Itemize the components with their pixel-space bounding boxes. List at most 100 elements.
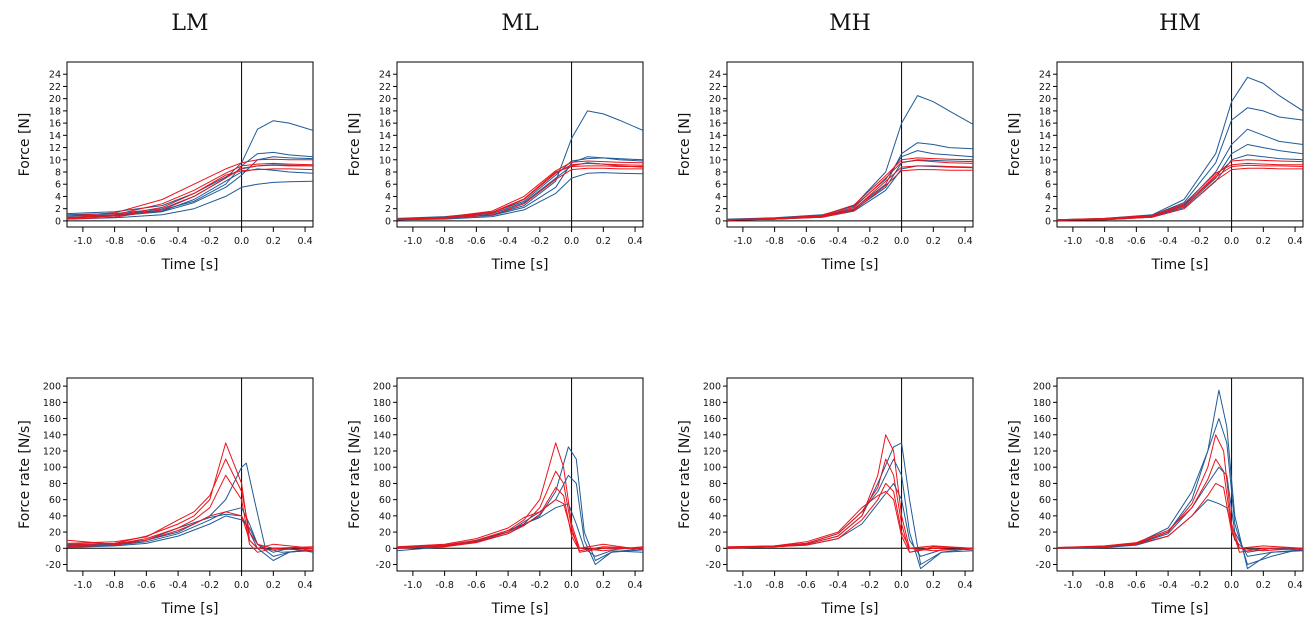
y-tick-label: 24: [379, 70, 391, 81]
series-line-blue: [67, 462, 313, 553]
x-tick-label: -0.6: [1127, 236, 1146, 247]
y-tick-label: 6: [55, 180, 61, 191]
plot-frame: [396, 377, 644, 572]
y-axis-label: Force [N]: [677, 113, 693, 177]
x-axis-label: Time [s]: [1151, 257, 1209, 273]
x-tick-label: -0.8: [765, 236, 784, 247]
plot-frame: [726, 61, 974, 228]
series-line-red: [727, 458, 973, 553]
x-tick-label: -0.8: [105, 236, 124, 247]
x-tick-label: -0.6: [467, 580, 486, 591]
series-line-red: [397, 165, 643, 220]
y-tick-label: 16: [49, 119, 61, 130]
y-tick-label: 120: [1033, 446, 1051, 457]
series-line-blue: [67, 180, 313, 220]
y-tick-label: 60: [1039, 495, 1051, 506]
y-tick-label: 40: [1039, 511, 1051, 522]
x-axis-label: Time [s]: [821, 257, 879, 273]
x-tick-label: -0.6: [467, 236, 486, 247]
series-line-red: [67, 458, 313, 552]
series-line-red: [1057, 164, 1303, 221]
y-tick-label: 22: [1039, 82, 1051, 93]
x-tick-label: -0.8: [765, 580, 784, 591]
series-line-red: [397, 499, 643, 552]
y-tick-label: 120: [703, 446, 721, 457]
y-tick-label: 0: [1045, 216, 1051, 227]
y-tick-label: 20: [379, 528, 391, 539]
y-tick-label: 80: [1039, 479, 1051, 490]
x-axis-label: Time [s]: [161, 601, 219, 617]
series-line-red: [397, 160, 643, 220]
y-tick-label: 40: [379, 511, 391, 522]
series-line-red: [1057, 458, 1303, 553]
y-tick-label: 60: [379, 495, 391, 506]
x-tick-label: -1.0: [74, 236, 93, 247]
y-tick-label: 10: [1039, 155, 1051, 166]
x-tick-label: -1.0: [404, 236, 423, 247]
series-line-red: [1057, 434, 1303, 549]
y-tick-label: 2: [715, 204, 721, 215]
y-tick-label: 2: [385, 204, 391, 215]
series-line-red: [727, 169, 973, 221]
panel-title: ML: [501, 11, 539, 36]
x-tick-label: -0.4: [169, 580, 188, 591]
y-tick-label: 2: [1045, 204, 1051, 215]
y-tick-label: 200: [373, 382, 391, 393]
y-tick-label: 16: [1039, 119, 1051, 130]
series-line-red: [67, 511, 313, 551]
series-line-red: [397, 487, 643, 552]
x-tick-label: 0.0: [564, 580, 579, 591]
x-tick-label: -0.2: [201, 580, 220, 591]
y-axis-label: Force rate [N/s]: [677, 420, 693, 529]
y-tick-label: 12: [379, 143, 391, 154]
x-tick-label: 0.0: [1224, 580, 1239, 591]
y-axis-label: Force rate [N/s]: [347, 420, 363, 529]
y-axis-label: Force rate [N/s]: [17, 420, 33, 529]
series-line-red: [1057, 162, 1303, 221]
series-line-red: [1057, 482, 1303, 552]
series-line-blue: [67, 164, 313, 215]
y-tick-label: 0: [385, 216, 391, 227]
x-axis-label: Time [s]: [491, 601, 549, 617]
y-tick-label: 16: [709, 119, 721, 130]
x-tick-label: -1.0: [1064, 580, 1083, 591]
x-tick-label: 0.2: [926, 580, 941, 591]
x-tick-label: 0.4: [298, 236, 313, 247]
x-tick-label: -0.8: [435, 236, 454, 247]
series-line-blue: [67, 515, 313, 553]
y-tick-label: 120: [373, 446, 391, 457]
y-tick-label: 12: [709, 143, 721, 154]
y-tick-label: 160: [373, 414, 391, 425]
x-tick-label: -0.4: [1159, 580, 1178, 591]
series-line-blue: [1057, 128, 1303, 221]
series-line-blue: [727, 165, 973, 221]
y-tick-label: 20: [1039, 94, 1051, 105]
x-axis-label: Time [s]: [1151, 601, 1209, 617]
y-tick-label: 120: [43, 446, 61, 457]
series-line-blue: [727, 458, 973, 570]
y-tick-label: 8: [385, 168, 391, 179]
y-tick-label: 16: [379, 119, 391, 130]
y-tick-label: 20: [379, 94, 391, 105]
y-tick-label: 0: [715, 544, 721, 555]
panel-title: HM: [1159, 11, 1201, 36]
x-tick-label: 0.2: [266, 580, 281, 591]
x-tick-label: 0.4: [1288, 236, 1303, 247]
series-line-red: [67, 442, 313, 549]
x-tick-label: 0.2: [1256, 580, 1271, 591]
plot-frame: [1056, 377, 1304, 572]
y-tick-label: 20: [709, 94, 721, 105]
x-tick-label: -0.6: [137, 236, 156, 247]
series-line-blue: [397, 503, 643, 557]
series-line-blue: [397, 157, 643, 219]
panel-title: MH: [829, 11, 871, 36]
y-axis-label: Force [N]: [1007, 113, 1023, 177]
series-line-red: [397, 442, 643, 551]
y-axis-label: Force [N]: [17, 113, 33, 177]
series-line-blue: [397, 446, 643, 561]
y-tick-label: 140: [1033, 430, 1051, 441]
x-tick-label: 0.2: [266, 236, 281, 247]
y-tick-label: 12: [49, 143, 61, 154]
series-line-blue: [67, 507, 313, 557]
